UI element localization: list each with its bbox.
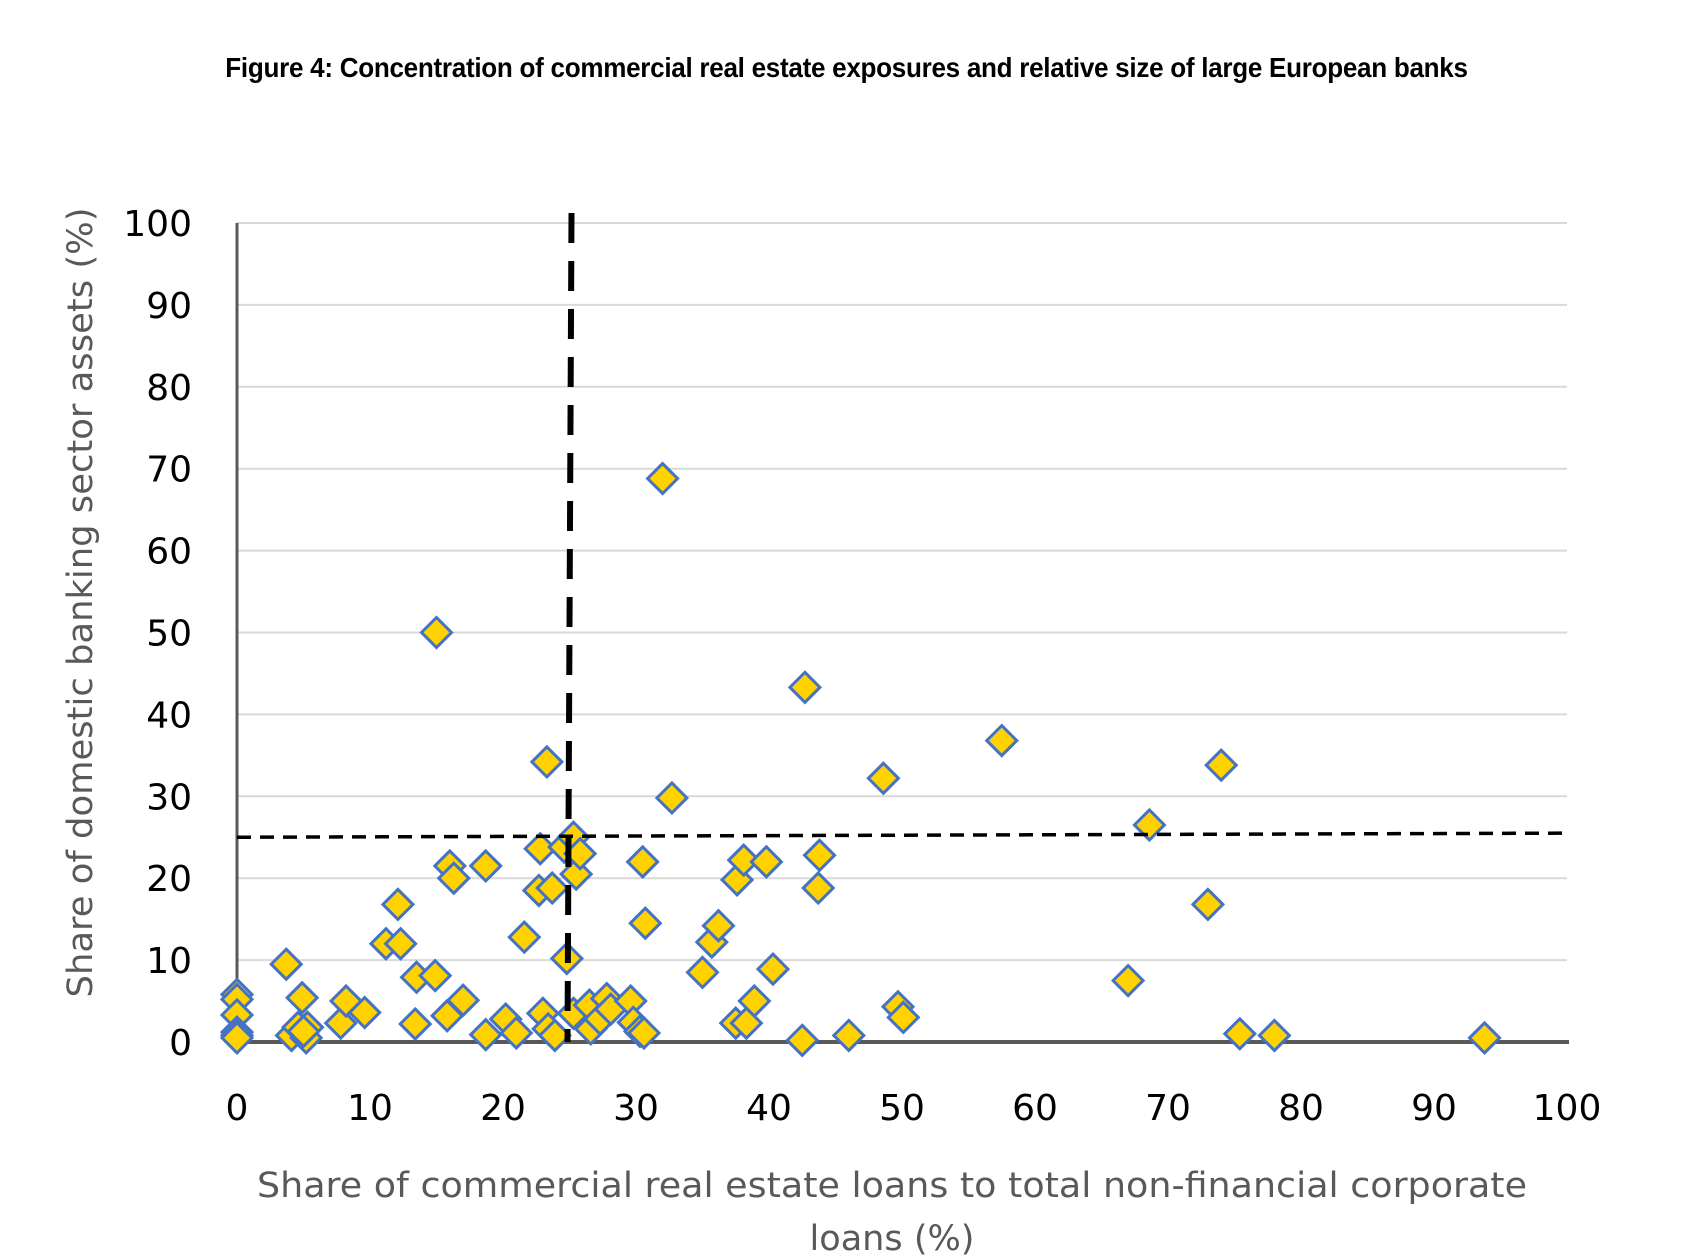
data-point: [398, 1006, 433, 1042]
data-point: [685, 955, 720, 990]
y-tick-label: 90: [146, 286, 192, 327]
x-tick-label: 10: [347, 1088, 393, 1129]
data-point: [785, 1023, 820, 1058]
data-point: [219, 1020, 255, 1056]
data-point: [507, 920, 542, 955]
x-tick-label: 30: [613, 1088, 659, 1129]
data-point: [701, 908, 736, 943]
data-point: [787, 670, 823, 705]
data-point: [737, 983, 772, 1019]
data-point: [347, 995, 382, 1030]
data-point: [984, 723, 1019, 758]
data-point: [625, 844, 660, 879]
gridlines: [237, 222, 1567, 962]
data-point: [866, 761, 901, 796]
reference-lines: [236, 212, 1568, 1043]
horizontal-reference-line: [236, 831, 1568, 839]
y-tick-label: 20: [146, 859, 192, 900]
x-axis-title-line-1: Share of commercial real estate loans to…: [257, 1166, 1527, 1206]
x-tick-label: 70: [1145, 1088, 1191, 1129]
y-tick-label: 50: [146, 614, 192, 655]
data-point: [645, 461, 680, 496]
data-point: [1190, 887, 1226, 922]
data-point: [1110, 963, 1146, 998]
data-point: [383, 926, 418, 961]
y-tick-label: 80: [146, 368, 192, 409]
data-point: [535, 870, 570, 906]
x-tick-label: 20: [480, 1088, 526, 1129]
data-point: [886, 1000, 921, 1035]
data-points: [219, 461, 1502, 1058]
data-point: [445, 983, 481, 1018]
data-point: [749, 844, 784, 879]
data-point: [726, 843, 761, 878]
data-point: [1132, 807, 1167, 843]
data-point: [1257, 1018, 1292, 1053]
chart-title: Figure 4: Concentration of commercial re…: [225, 52, 1468, 83]
data-point: [529, 744, 565, 780]
y-tick-label: 10: [146, 941, 192, 982]
x-tick-label: 60: [1012, 1088, 1058, 1129]
y-tick-label: 100: [123, 204, 192, 245]
data-point: [1467, 1020, 1502, 1056]
data-point: [380, 887, 416, 922]
y-tick-labels: 0 10 20 30 40 50 60 70 80 90 100: [123, 204, 192, 1064]
x-tick-label: 40: [746, 1088, 792, 1129]
x-tick-label: 0: [226, 1088, 249, 1129]
data-point: [286, 1014, 321, 1049]
x-tick-labels: 0 10 20 30 40 50 60 70 80 90 100: [226, 1088, 1602, 1129]
data-point: [418, 958, 453, 993]
data-point: [468, 848, 503, 884]
y-tick-label: 30: [146, 777, 192, 818]
x-tick-label: 80: [1278, 1088, 1324, 1129]
x-tick-label: 100: [1533, 1088, 1602, 1129]
x-axis-title-line-2: loans (%): [810, 1219, 975, 1257]
data-point: [831, 1018, 866, 1053]
y-axis-title: Share of domestic banking sector assets …: [61, 208, 101, 998]
data-point: [1204, 748, 1239, 783]
y-tick-label: 60: [146, 532, 192, 573]
y-tick-label: 70: [146, 450, 192, 491]
data-point: [628, 906, 663, 941]
y-tick-label: 0: [169, 1023, 192, 1064]
data-point: [285, 980, 320, 1015]
data-point: [802, 838, 837, 873]
data-point: [1222, 1016, 1257, 1051]
data-point: [436, 861, 471, 896]
data-point: [419, 615, 454, 650]
data-point: [801, 870, 836, 906]
data-point: [468, 1017, 503, 1052]
data-point: [269, 947, 304, 982]
data-point: [755, 951, 791, 987]
data-point: [499, 1015, 534, 1051]
data-point: [523, 831, 558, 866]
data-point: [654, 780, 690, 816]
x-tick-label: 50: [879, 1088, 925, 1129]
vertical-reference-line: [564, 212, 575, 1043]
x-tick-label: 90: [1411, 1088, 1457, 1129]
y-tick-label: 40: [146, 695, 192, 736]
data-point: [626, 1015, 662, 1051]
